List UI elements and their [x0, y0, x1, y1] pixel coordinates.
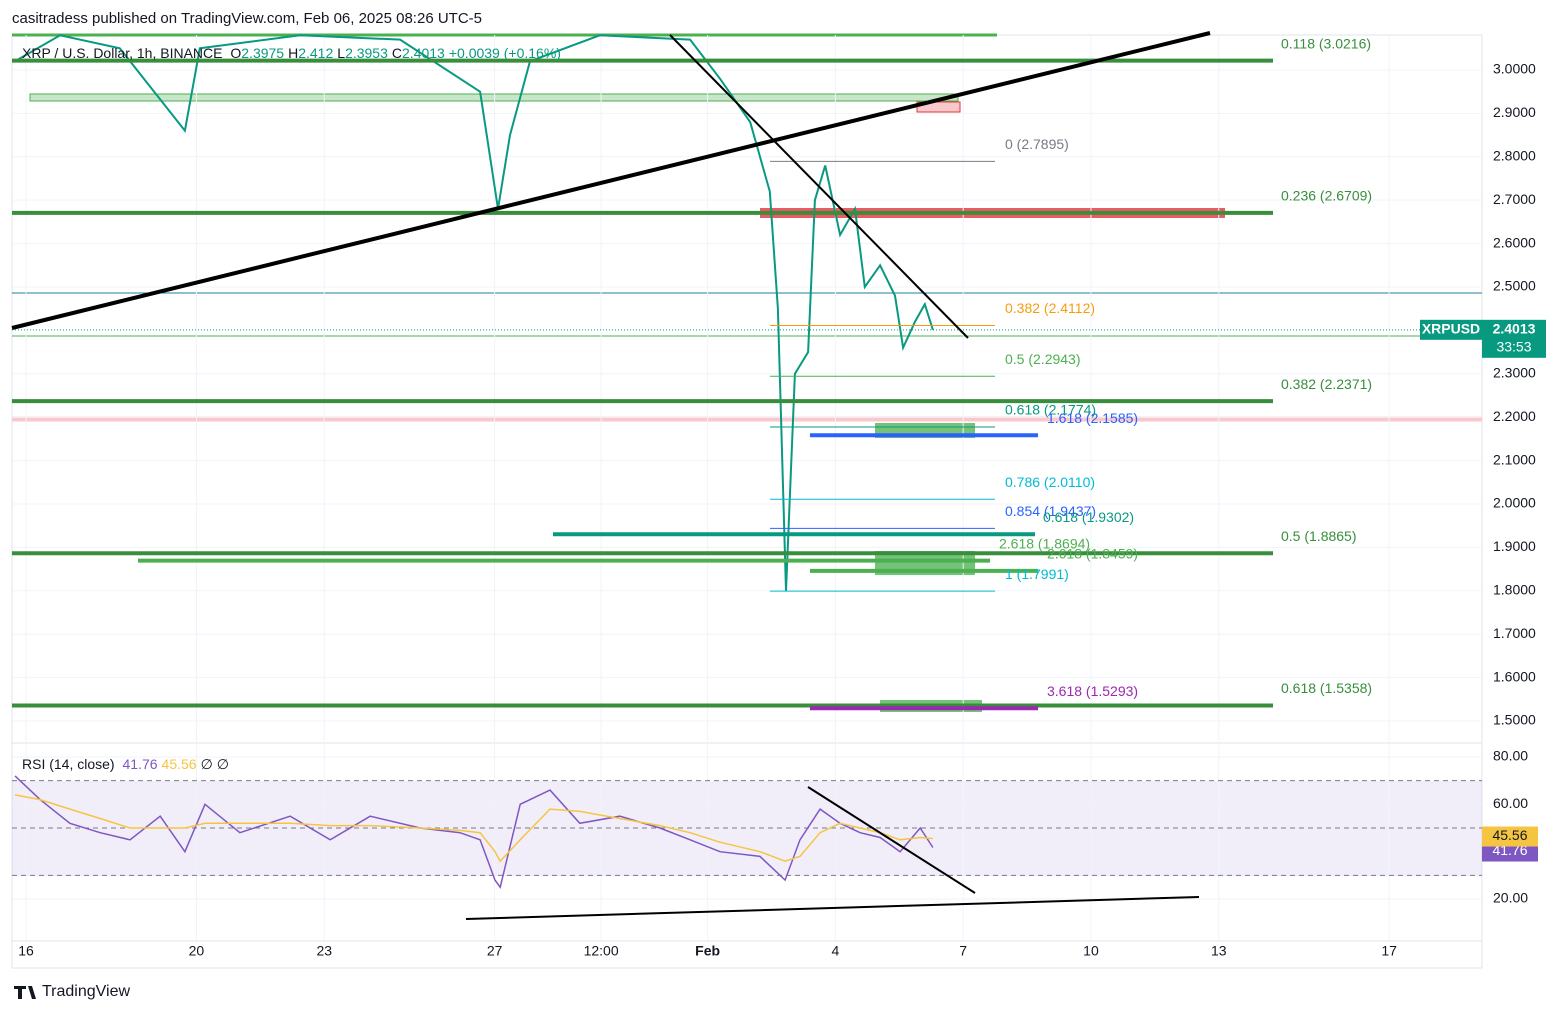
y-tick-label: 20.00 [1493, 890, 1528, 906]
y-tick-label: 2.6000 [1493, 234, 1536, 250]
y-tick-label: 2.3000 [1493, 364, 1536, 380]
series-line [14, 794, 933, 863]
ohlc-key: H [288, 45, 299, 61]
fib-retracement-label: 0.618 (2.1774) [1005, 402, 1096, 418]
plot-frame [11, 34, 1483, 969]
symbol-tag [1420, 319, 1482, 340]
ohlc-key: O [230, 45, 242, 61]
series-line [14, 34, 934, 591]
price-tag-value: 2.4013 [1493, 321, 1536, 337]
ohlc-value: 2.3975 [241, 45, 285, 61]
series-line [14, 775, 934, 889]
ohlc-key: C [391, 45, 403, 61]
x-tick-label: 7 [959, 943, 967, 959]
y-tick-label: 2.0000 [1493, 495, 1536, 511]
fib-retracement-label: 0.786 (2.0110) [1005, 474, 1095, 490]
y-tick-label: 3.0000 [1493, 61, 1536, 77]
symbol-tag-label: XRPUSD [1422, 321, 1480, 337]
trendline [669, 34, 969, 339]
indicator-symbol: ∅ [200, 756, 213, 772]
trendline [465, 896, 1200, 920]
y-tick-label: 60.00 [1493, 795, 1528, 811]
fib-level-label: 0.236 (2.6709) [1281, 188, 1372, 204]
y-tick-label: 1.6000 [1493, 668, 1536, 684]
countdown: 33:53 [1496, 339, 1531, 355]
y-tick-label: 1.7000 [1493, 625, 1536, 641]
price-legend: XRP / U.S. Dollar, 1h, BINANCE O2.3975 H2… [22, 45, 565, 61]
zone-box [29, 93, 959, 102]
y-tick-label: 2.8000 [1493, 147, 1536, 163]
fib-level-label: 0.5 (1.8865) [1281, 528, 1357, 544]
y-tick-label: 2.2000 [1493, 408, 1536, 424]
publisher: casitradess published on TradingView.com… [12, 10, 482, 27]
fib-level-label: 0.118 (3.0216) [1281, 35, 1371, 51]
value-tag-label: 45.56 [1492, 827, 1527, 843]
fib-extension-label: 2.618 (1.8694) [999, 535, 1090, 551]
ohlc-value: 2.412 [298, 45, 334, 61]
x-tick-label: 16 [18, 943, 34, 959]
x-tick-label: 23 [316, 943, 332, 959]
fib-extension-label: 1.618 (2.1585) [1047, 410, 1138, 426]
indicator-value: 45.56 [161, 756, 197, 772]
y-tick-label: 1.5000 [1493, 712, 1536, 728]
fib-extension-label: 3.618 (1.5293) [1047, 683, 1138, 699]
x-tick-label: 4 [831, 943, 839, 959]
x-tick-label: 13 [1211, 943, 1227, 959]
trendline [11, 31, 1211, 330]
trendline [807, 786, 976, 894]
brand: TradingView [42, 983, 131, 1000]
y-tick-label: 1.9000 [1493, 538, 1536, 554]
x-tick-label: 10 [1083, 943, 1099, 959]
fib-retracement-label: 0.382 (2.4112) [1005, 300, 1095, 316]
symbol-title: XRP / U.S. Dollar, 1h, BINANCE [22, 45, 223, 61]
x-tick-label: 20 [189, 943, 205, 959]
fib-level-label: 0.382 (2.2371) [1281, 376, 1372, 392]
fib-extension-label: 0.618 (1.9302) [1043, 509, 1134, 525]
y-tick-label: 2.9000 [1493, 104, 1536, 120]
fib-extension-label: 2.618 (1.8459) [1047, 546, 1138, 562]
x-tick-label: 27 [487, 943, 503, 959]
y-tick-label: 2.1000 [1493, 451, 1536, 467]
indicator-value: 41.76 [122, 756, 158, 772]
ohlc-value: 2.4013 [402, 45, 445, 61]
rsi-legend: RSI (14, close) 41.76 45.56 ∅ ∅ [22, 756, 233, 773]
indicator-symbol: ∅ [216, 756, 229, 772]
ohlc-key: L [337, 45, 346, 61]
indicator-title: RSI (14, close) [22, 756, 115, 772]
value-tag [1482, 826, 1538, 847]
fib-retracement-label: 1 (1.7991) [1005, 566, 1069, 582]
x-tick-label: 17 [1381, 943, 1397, 959]
x-tick-label: 12:00 [584, 943, 619, 959]
fib-retracement-label: 0.854 (1.9437) [1005, 503, 1096, 519]
tv-logo [14, 986, 36, 999]
y-tick-label: 2.7000 [1493, 191, 1536, 207]
fib-retracement-label: 0.5 (2.2943) [1005, 351, 1081, 367]
ohlc-value: 2.3953 [345, 45, 388, 61]
change: +0.0039 (+0.16%) [448, 45, 561, 61]
y-tick-label: 2.5000 [1493, 278, 1536, 294]
fib-level-label: 0.618 (1.5358) [1281, 680, 1372, 696]
fib-retracement-label: 0 (2.7895) [1005, 136, 1069, 152]
y-tick-label: 80.00 [1493, 748, 1528, 764]
y-tick-label: 1.8000 [1493, 581, 1536, 597]
x-tick-label: Feb [695, 943, 720, 959]
price-tag [1482, 319, 1546, 358]
